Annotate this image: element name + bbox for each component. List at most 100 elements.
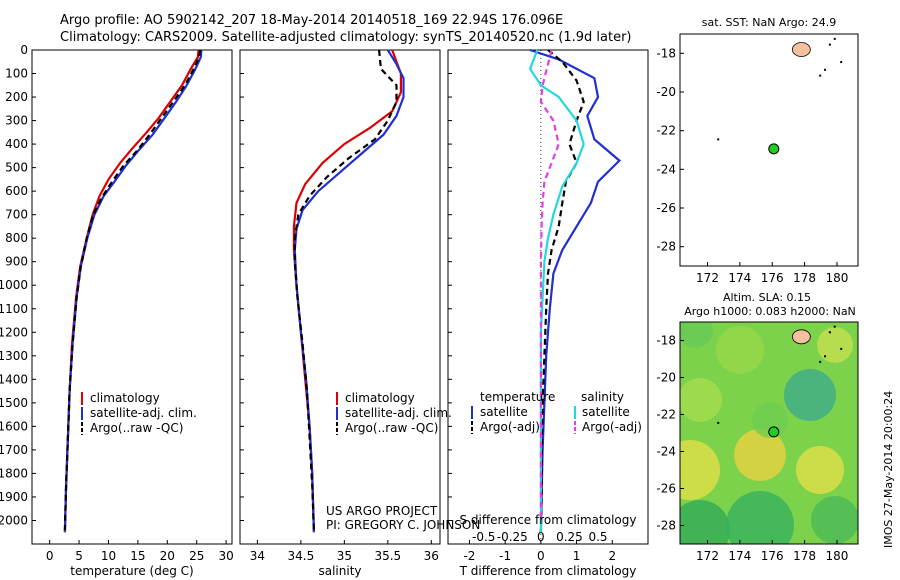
fiji-island: [791, 42, 811, 57]
depth-tick-label: 1500: [0, 396, 28, 410]
depth-tick-label: 1900: [0, 490, 28, 504]
s-tick-label: -0.5: [472, 530, 495, 544]
credit-line2: PI: GREGORY C. JOHNSON: [326, 518, 480, 532]
x-tick-label: 34.5: [288, 549, 315, 563]
map-y-tick-label: -24: [656, 445, 676, 459]
difference-axes: [447, 49, 649, 545]
sla-anomaly-patch: [726, 491, 794, 544]
depth-tick-label: 700: [5, 208, 28, 222]
map-y-tick-label: -20: [656, 371, 676, 385]
map-x-tick-label: 176: [761, 549, 784, 563]
map-x-tick-label: 172: [696, 271, 719, 285]
map-x-tick-label: 174: [728, 271, 751, 285]
sla-anomaly-patch: [680, 322, 713, 348]
x-tick-label: 5: [75, 549, 83, 563]
x-tick-label: 20: [160, 549, 175, 563]
series-climatology-line: [63, 49, 200, 533]
reef-speck: [840, 61, 843, 64]
series-argo-raw-qc--line: [63, 49, 202, 530]
depth-tick-label: 500: [5, 161, 28, 175]
x-tick-label: 0: [46, 549, 54, 563]
map-x-tick-label: 178: [793, 271, 816, 285]
sst-map-title: sat. SST: NaN Argo: 24.9: [702, 16, 836, 29]
depth-tick-label: 0: [20, 43, 28, 57]
x-tick-label: 35: [337, 549, 352, 563]
x-tick-label: 0: [537, 549, 545, 563]
legend-satellite-t: satellite: [480, 405, 528, 419]
depth-tick-label: 1100: [0, 302, 28, 316]
sla-anomaly-patch: [680, 500, 730, 544]
map-y-tick-label: -18: [656, 46, 676, 60]
map-y-tick-label: -26: [656, 201, 676, 215]
depth-tick-label: 1000: [0, 278, 28, 292]
reef-speck: [717, 421, 720, 424]
sla-anomaly-patch: [784, 369, 836, 421]
temperature-xlabel: temperature (deg C): [70, 564, 193, 578]
legend-temperature-title: temperature: [480, 390, 555, 404]
float-position-marker: [768, 143, 780, 155]
x-tick-label: 15: [130, 549, 145, 563]
depth-tick-label: 1800: [0, 466, 28, 480]
depth-tick-label: 300: [5, 114, 28, 128]
x-tick-label: 30: [218, 549, 233, 563]
series-satellite-line: [529, 48, 622, 533]
depth-tick-label: 1700: [0, 443, 28, 457]
map-y-tick-label: -22: [656, 124, 676, 138]
legend-climatology: climatology: [345, 391, 415, 405]
map-y-tick-label: -20: [656, 85, 676, 99]
sla-map-title-line1: Altim. SLA: 0.15: [723, 291, 811, 304]
salinity-legend: climatology satellite-adj. clim. Argo(..…: [336, 391, 452, 435]
sla-map-title-line2: Argo h1000: 0.083 h2000: NaN: [684, 305, 856, 318]
x-tick-label: 35.5: [374, 549, 401, 563]
legend-argo: Argo(..raw -QC): [345, 421, 438, 435]
float-position-marker: [768, 426, 780, 438]
x-tick-label: 1: [573, 549, 581, 563]
x-tick-label: 36: [424, 549, 439, 563]
map-x-tick-label: 176: [761, 271, 784, 285]
legend-climatology: climatology: [90, 391, 160, 405]
legend-satellite-s: satellite: [582, 405, 630, 419]
x-tick-label: 2: [608, 549, 616, 563]
credit-line1: US ARGO PROJECT: [326, 504, 438, 518]
reef-speck: [833, 37, 836, 40]
x-tick-label: 10: [101, 549, 116, 563]
depth-tick-label: 100: [5, 67, 28, 81]
depth-tick-label: 1600: [0, 419, 28, 433]
series-argo-adj--line: [539, 49, 585, 533]
sla-anomaly-patch: [796, 446, 844, 494]
s-tick-label: 0.5: [588, 530, 607, 544]
depth-tick-label: 200: [5, 90, 28, 104]
t-difference-xlabel: T difference from climatology: [459, 564, 637, 578]
x-tick-label: 34: [250, 549, 265, 563]
map-y-tick-label: -28: [656, 519, 676, 533]
series-argo-raw-qc--line: [293, 49, 398, 530]
figure-title-line1: Argo profile: AO 5902142_207 18-May-2014…: [60, 13, 564, 28]
legend-argo-s: Argo(-adj): [582, 420, 642, 434]
legend-argo: Argo(..raw -QC): [90, 421, 183, 435]
reef-speck: [828, 43, 831, 46]
salinity-xlabel: salinity: [318, 564, 361, 578]
series-satellite-adj-clim--line: [63, 49, 203, 533]
temperature-axes: [31, 49, 233, 545]
depth-tick-label: 1400: [0, 372, 28, 386]
depth-tick-label: 600: [5, 184, 28, 198]
sla-anomaly-patch: [680, 440, 720, 500]
figure-title-line2: Climatology: CARS2009. Satellite-adjuste…: [60, 30, 632, 45]
depth-tick-label: 1200: [0, 325, 28, 339]
reef-speck: [828, 331, 831, 334]
map-x-tick-label: 180: [826, 549, 849, 563]
legend-satellite-adj: satellite-adj. clim.: [90, 406, 197, 420]
depth-tick-label: 1300: [0, 349, 28, 363]
s-difference-xlabel: S difference from climatology: [460, 513, 637, 527]
depth-tick-label: 2000: [0, 513, 28, 527]
sla-anomaly-patch: [716, 326, 764, 374]
temperature-legend: climatology satellite-adj. clim. Argo(..…: [81, 391, 197, 435]
fiji-island: [791, 329, 811, 345]
reef-speck: [717, 138, 720, 141]
reef-speck: [819, 360, 822, 363]
s-tick-label: -0.25: [497, 530, 528, 544]
map-y-tick-label: -22: [656, 408, 676, 422]
sla-anomaly-patch: [817, 327, 853, 363]
map-y-tick-label: -26: [656, 482, 676, 496]
x-tick-label: 25: [189, 549, 204, 563]
